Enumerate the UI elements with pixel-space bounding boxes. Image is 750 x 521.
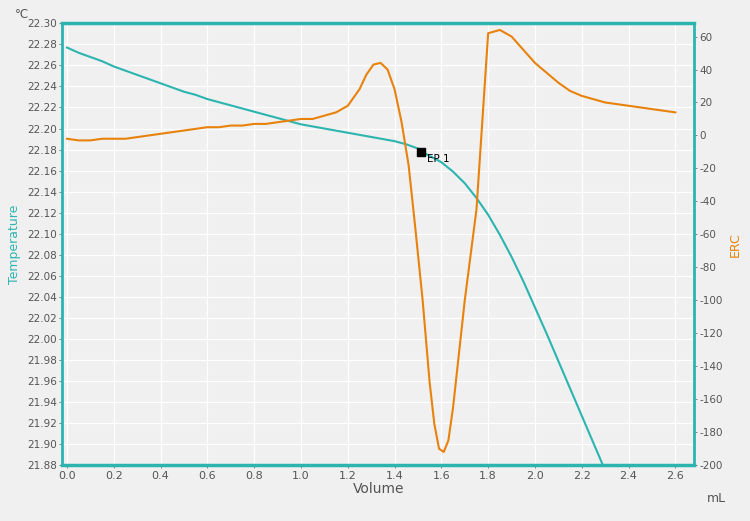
Text: °C: °C bbox=[15, 8, 29, 21]
X-axis label: Volume: Volume bbox=[352, 482, 404, 496]
Text: EP 1: EP 1 bbox=[427, 154, 450, 164]
Text: mL: mL bbox=[706, 492, 726, 505]
Y-axis label: ERC: ERC bbox=[729, 232, 742, 257]
Y-axis label: Temperature: Temperature bbox=[8, 205, 21, 284]
